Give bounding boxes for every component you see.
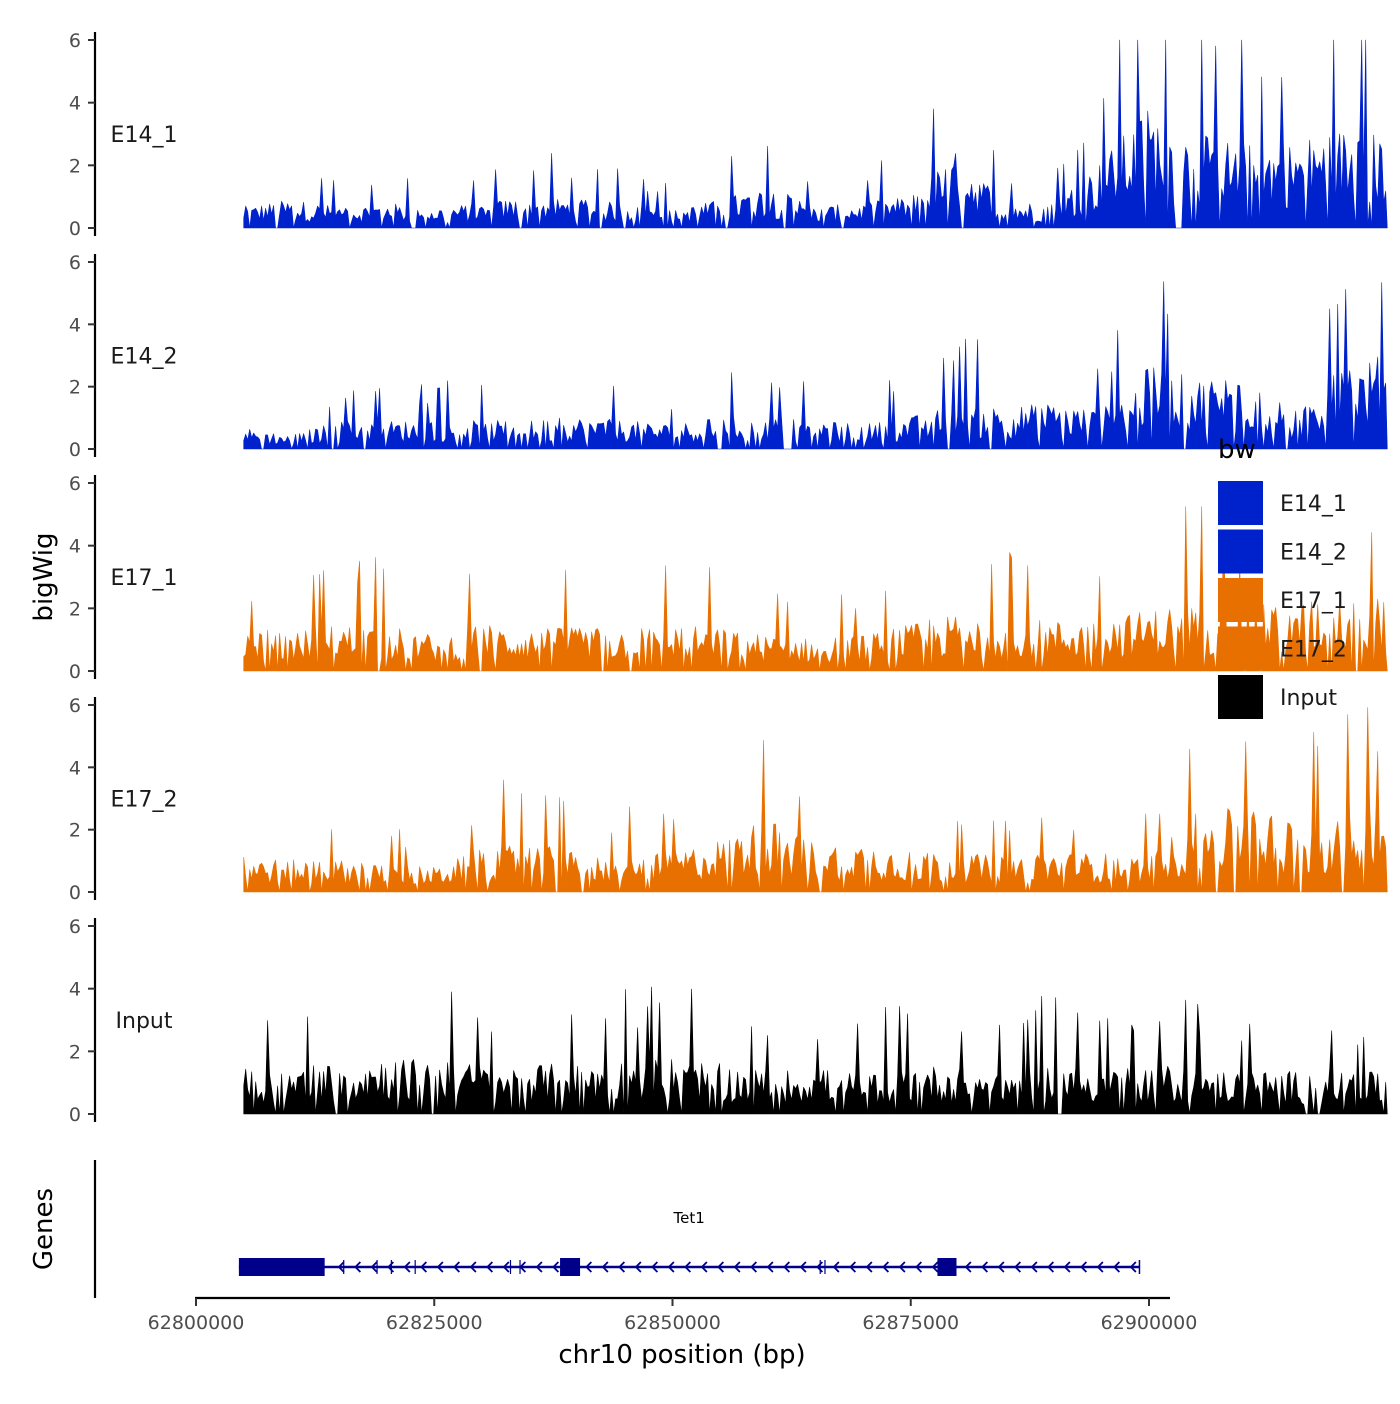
track-label-E14_1: E14_1 <box>111 123 178 148</box>
strand-chevron <box>1014 1261 1022 1273</box>
strand-chevron <box>337 1261 345 1273</box>
track-label-E14_2: E14_2 <box>111 345 178 370</box>
strand-chevron <box>634 1261 642 1273</box>
strand-chevron <box>1113 1261 1121 1273</box>
y-tick-label: 0 <box>69 439 81 461</box>
strand-chevron <box>766 1261 774 1273</box>
strand-chevron <box>601 1261 609 1273</box>
strand-chevron <box>1063 1261 1071 1273</box>
legend-swatch-E17_1 <box>1218 578 1263 622</box>
y-tick-label: 4 <box>69 536 81 558</box>
strand-chevron <box>750 1261 758 1273</box>
y-tick-label: 2 <box>69 1041 81 1063</box>
strand-chevron <box>370 1261 378 1273</box>
y-tick-label: 4 <box>69 757 81 779</box>
strand-chevron <box>1129 1261 1137 1273</box>
strand-chevron <box>733 1261 741 1273</box>
strand-chevron <box>717 1261 725 1273</box>
strand-chevron <box>898 1261 906 1273</box>
y-tick-label: 4 <box>69 314 81 336</box>
strand-chevron <box>849 1261 857 1273</box>
strand-chevron <box>964 1261 972 1273</box>
strand-chevron <box>1080 1261 1088 1273</box>
strand-chevron <box>931 1261 939 1273</box>
strand-chevron <box>486 1261 494 1273</box>
strand-chevron <box>667 1261 675 1273</box>
x-axis-title: chr10 position (bp) <box>558 1340 805 1370</box>
legend-label-E14_2: E14_2 <box>1280 541 1347 566</box>
strand-chevron <box>799 1261 807 1273</box>
y-tick-label: 6 <box>69 30 81 52</box>
y-tick-label: 4 <box>69 93 81 115</box>
gene-name-label: Tet1 <box>673 1209 705 1227</box>
legend-swatch-E14_2 <box>1218 529 1263 574</box>
y-tick-label: 0 <box>69 661 81 683</box>
legend-label-E17_2: E17_2 <box>1280 638 1347 663</box>
strand-chevron <box>618 1261 626 1273</box>
y-axis-title: bigWig <box>29 532 59 621</box>
y-tick-label: 6 <box>69 916 81 938</box>
strand-chevron <box>915 1261 923 1273</box>
strand-chevron <box>535 1261 543 1273</box>
x-tick-label: 62875000 <box>862 1312 959 1334</box>
coverage-area-E17_1 <box>243 506 1388 672</box>
strand-chevron <box>997 1261 1005 1273</box>
x-tick-label: 62900000 <box>1101 1312 1198 1334</box>
strand-chevron <box>882 1261 890 1273</box>
track-label-Input: Input <box>116 1009 173 1034</box>
legend-title: bw <box>1218 435 1256 465</box>
y-tick-label: 2 <box>69 598 81 620</box>
strand-chevron <box>783 1261 791 1273</box>
strand-chevron <box>981 1261 989 1273</box>
y-tick-label: 6 <box>69 695 81 717</box>
coverage-area-E17_2 <box>243 707 1388 893</box>
y-tick-label: 6 <box>69 252 81 274</box>
strand-chevron <box>585 1261 593 1273</box>
strand-chevron <box>420 1261 428 1273</box>
strand-chevron <box>1096 1261 1104 1273</box>
gene-exon-2 <box>560 1258 581 1276</box>
strand-chevron <box>453 1261 461 1273</box>
strand-chevron <box>436 1261 444 1273</box>
legend-swatch-E14_1 <box>1218 481 1263 525</box>
strand-chevron <box>1030 1261 1038 1273</box>
strand-chevron <box>684 1261 692 1273</box>
legend-swatch-E17_2 <box>1218 626 1263 671</box>
y-tick-label: 6 <box>69 473 81 495</box>
legend-label-E14_1: E14_1 <box>1280 492 1347 517</box>
legend-label-E17_1: E17_1 <box>1280 589 1347 614</box>
strand-chevron <box>552 1261 560 1273</box>
gene-exon-1 <box>238 1258 325 1276</box>
strand-chevron <box>403 1261 411 1273</box>
legend-swatch-Input <box>1218 675 1263 719</box>
y-tick-label: 0 <box>69 882 81 904</box>
y-tick-label: 4 <box>69 979 81 1001</box>
x-tick-label: 62825000 <box>386 1312 483 1334</box>
strand-chevron <box>865 1261 873 1273</box>
legend-label-Input: Input <box>1280 686 1337 711</box>
strand-chevron <box>1047 1261 1055 1273</box>
track-label-E17_1: E17_1 <box>111 566 178 591</box>
strand-chevron <box>832 1261 840 1273</box>
y-tick-label: 0 <box>69 218 81 240</box>
genes-axis-title: Genes <box>29 1188 59 1270</box>
coverage-area-E14_2 <box>243 281 1388 450</box>
coverage-area-E14_1 <box>243 39 1388 229</box>
strand-chevron <box>354 1261 362 1273</box>
y-tick-label: 2 <box>69 377 81 399</box>
strand-chevron <box>469 1261 477 1273</box>
y-tick-label: 0 <box>69 1104 81 1126</box>
strand-chevron <box>502 1261 510 1273</box>
y-tick-label: 2 <box>69 820 81 842</box>
gene-exon-3 <box>937 1258 957 1276</box>
coverage-area-Input <box>243 986 1388 1115</box>
strand-chevron <box>700 1261 708 1273</box>
x-tick-label: 62800000 <box>148 1312 245 1334</box>
y-tick-label: 2 <box>69 155 81 177</box>
strand-chevron <box>651 1261 659 1273</box>
x-tick-label: 62850000 <box>624 1312 721 1334</box>
track-label-E17_2: E17_2 <box>111 788 178 813</box>
